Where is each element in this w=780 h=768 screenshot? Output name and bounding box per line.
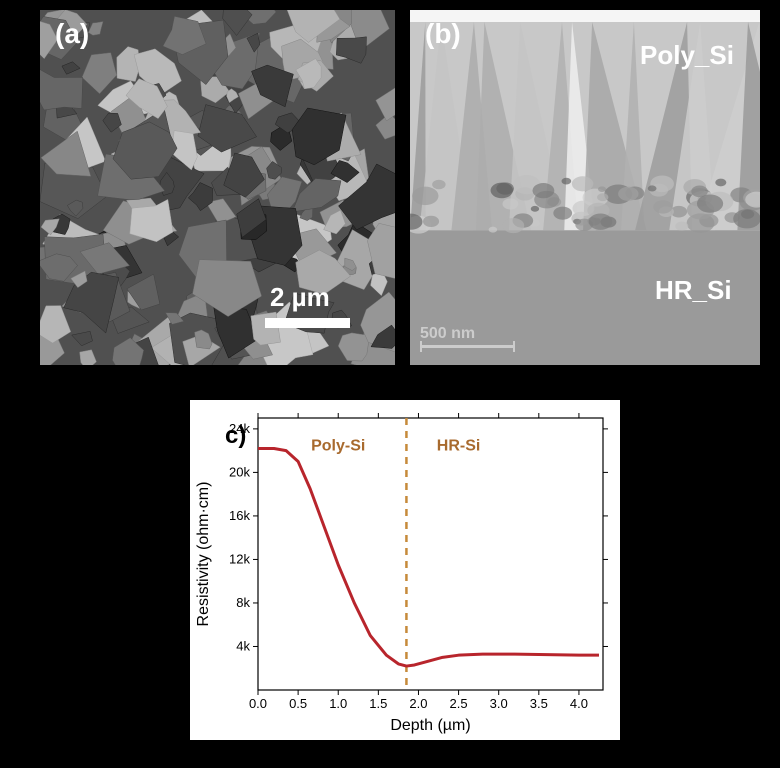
svg-text:1.5: 1.5 <box>369 696 387 711</box>
resistivity-chart-svg: 4k8k12k16k20k24k0.00.51.01.52.02.53.03.5… <box>190 400 620 740</box>
panel-b-hr-si-label: HR_Si <box>655 275 732 306</box>
svg-text:0.5: 0.5 <box>289 696 307 711</box>
panel-b-scale-bar <box>420 345 515 348</box>
panel-c-chart: 4k8k12k16k20k24k0.00.51.01.52.02.53.03.5… <box>190 400 620 740</box>
sem-texture-a <box>40 10 395 365</box>
panel-b-label: (b) <box>425 18 461 50</box>
panel-a-scale-text: 2 µm <box>270 282 330 313</box>
svg-text:1.0: 1.0 <box>329 696 347 711</box>
svg-text:16k: 16k <box>229 508 250 523</box>
svg-text:Depth (µm): Depth (µm) <box>390 717 470 734</box>
svg-text:Poly-Si: Poly-Si <box>311 438 365 455</box>
svg-text:HR-Si: HR-Si <box>437 438 481 455</box>
panel-b-poly-si-label: Poly_Si <box>640 40 734 71</box>
svg-text:3.0: 3.0 <box>490 696 508 711</box>
panel-b-scale-text: 500 nm <box>420 325 475 343</box>
panel-a-sem-image <box>40 10 395 365</box>
svg-text:4k: 4k <box>236 638 250 653</box>
panel-a-label: (a) <box>55 18 89 50</box>
svg-text:2.5: 2.5 <box>450 696 468 711</box>
svg-text:4.0: 4.0 <box>570 696 588 711</box>
svg-text:8k: 8k <box>236 595 250 610</box>
panel-a-scale-bar <box>265 318 350 328</box>
svg-text:20k: 20k <box>229 464 250 479</box>
svg-text:2.0: 2.0 <box>409 696 427 711</box>
svg-text:Resistivity (ohm·cm): Resistivity (ohm·cm) <box>195 482 212 627</box>
svg-text:3.5: 3.5 <box>530 696 548 711</box>
svg-text:0.0: 0.0 <box>249 696 267 711</box>
panel-c-label: c) <box>225 422 246 450</box>
svg-text:12k: 12k <box>229 551 250 566</box>
